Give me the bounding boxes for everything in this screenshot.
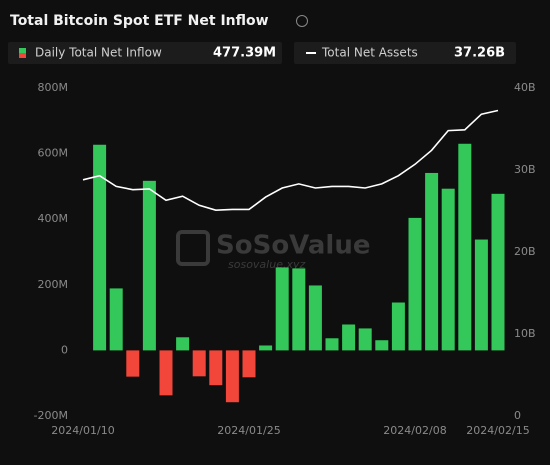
bar [391, 302, 405, 351]
y-tick-label: 600M [38, 147, 69, 160]
x-tick-label: 2024/01/25 [217, 424, 280, 437]
y-tick-label: 800M [38, 81, 69, 94]
y-tick-label: -200M [34, 409, 68, 422]
watermark: SoSoValue [216, 231, 370, 261]
bar [275, 267, 289, 351]
watermark-logo [176, 230, 210, 266]
bar [192, 350, 206, 377]
bar [342, 324, 356, 351]
chart-title: Total Bitcoin Spot ETF Net Inflow [10, 13, 269, 29]
y-tick-label: 10B [514, 327, 536, 340]
legend-box [294, 42, 516, 64]
info-icon[interactable] [296, 15, 308, 27]
legend-value: 37.26B [454, 46, 505, 61]
bar [375, 340, 389, 351]
legend-icon [19, 53, 26, 58]
bar [292, 268, 306, 351]
bar [491, 193, 505, 351]
line [82, 109, 499, 212]
bar [209, 350, 223, 386]
bar [308, 285, 322, 351]
legend-label: Total Net Assets [321, 46, 418, 60]
bar [474, 239, 488, 351]
bar [259, 345, 273, 351]
y-tick-label: 20B [514, 245, 536, 258]
legend-value: 477.39M [213, 46, 276, 61]
bar [109, 288, 123, 351]
y-tick-label: 30B [514, 163, 536, 176]
y-tick-label: 40B [514, 81, 536, 94]
bar [159, 350, 173, 396]
legend-box [8, 42, 282, 64]
bar [325, 338, 339, 351]
bar [441, 188, 455, 351]
x-tick-label: 2024/02/15 [466, 424, 529, 437]
bar [358, 328, 372, 351]
x-tick-label: 2024/01/10 [51, 424, 114, 437]
x-tick-label: 2024/02/08 [383, 424, 446, 437]
bar [408, 217, 422, 351]
bar [458, 143, 472, 351]
bar [242, 350, 256, 378]
bar [93, 144, 107, 351]
bar [225, 350, 239, 403]
legend-label: Daily Total Net Inflow [35, 46, 162, 60]
y-tick-label: 400M [38, 212, 69, 225]
y-tick-label: 200M [38, 278, 69, 291]
y-tick-label: 0 [61, 343, 68, 356]
y-tick-label: 0 [514, 409, 521, 422]
bar [176, 337, 190, 351]
bar [126, 350, 140, 377]
bar [425, 172, 439, 351]
bar [142, 180, 156, 351]
legend-icon [19, 48, 26, 53]
